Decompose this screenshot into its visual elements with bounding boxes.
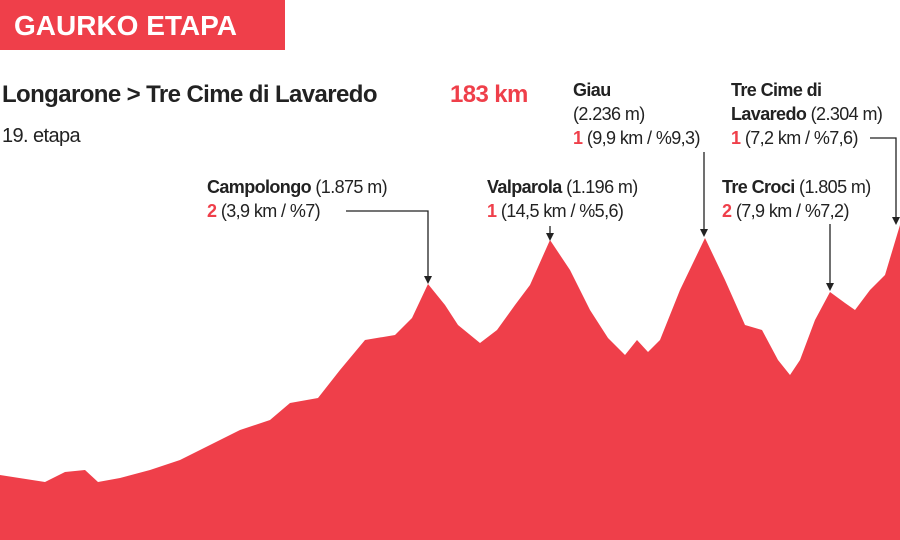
climb-detail: 1 (7,2 km / %7,6) (731, 128, 858, 148)
climb-elevation: (2.236 m) (573, 104, 645, 124)
climb-label: Lavaredo (2.304 m) (731, 104, 882, 124)
climb-detail: 2 (3,9 km / %7) (207, 201, 320, 221)
climb-detail-text: (14,5 km / %5,6) (501, 201, 623, 221)
climb-detail-text: (7,9 km / %7,2) (736, 201, 849, 221)
header-label: GAURKO ETAPA (14, 10, 237, 41)
climb-detail: 1 (9,9 km / %9,3) (573, 128, 700, 148)
climb-detail: 1 (14,5 km / %5,6) (487, 201, 623, 221)
profile (0, 225, 900, 540)
arrowhead (424, 276, 432, 284)
climb-category: 2 (722, 201, 732, 221)
climb-elevation: (2.304 m) (811, 104, 883, 124)
climb-detail: 2 (7,9 km / %7,2) (722, 201, 849, 221)
arrowhead (700, 229, 708, 237)
climb-category: 1 (573, 128, 583, 148)
climb-label: Tre Croci (1.805 m) (722, 177, 871, 197)
climb-detail-text: (9,9 km / %9,3) (587, 128, 700, 148)
climb-name: Giau (573, 80, 611, 100)
climb-name: Lavaredo (731, 104, 807, 124)
distance: 183 km (450, 81, 528, 108)
climb-label: Valparola (1.196 m) (487, 177, 638, 197)
climb-label: Campolongo (1.875 m) (207, 177, 387, 197)
climb-name: Tre Croci (722, 177, 795, 197)
climb-detail-text: (3,9 km / %7) (221, 201, 320, 221)
arrow (346, 210, 429, 280)
climb-category: 1 (731, 128, 741, 148)
arrow (870, 137, 897, 220)
climb-elevation: (1.805 m) (799, 177, 871, 197)
climb-name: Valparola (487, 177, 563, 197)
stage: 19. etapa (2, 125, 81, 147)
climb-elevation: (1.875 m) (315, 177, 387, 197)
climb-elevation: (1.196 m) (566, 177, 638, 197)
arrowhead (826, 283, 834, 291)
climb-category: 2 (207, 201, 217, 221)
climb-name: Campolongo (207, 177, 312, 197)
climb-name: Tre Cime di (731, 80, 821, 100)
header-box (0, 0, 285, 50)
arrowhead (546, 233, 554, 241)
route: Longarone > Tre Cime di Lavaredo (2, 81, 377, 108)
climb-detail-text: (7,2 km / %7,6) (745, 128, 858, 148)
arrowhead (892, 217, 900, 225)
climb-category: 1 (487, 201, 497, 221)
